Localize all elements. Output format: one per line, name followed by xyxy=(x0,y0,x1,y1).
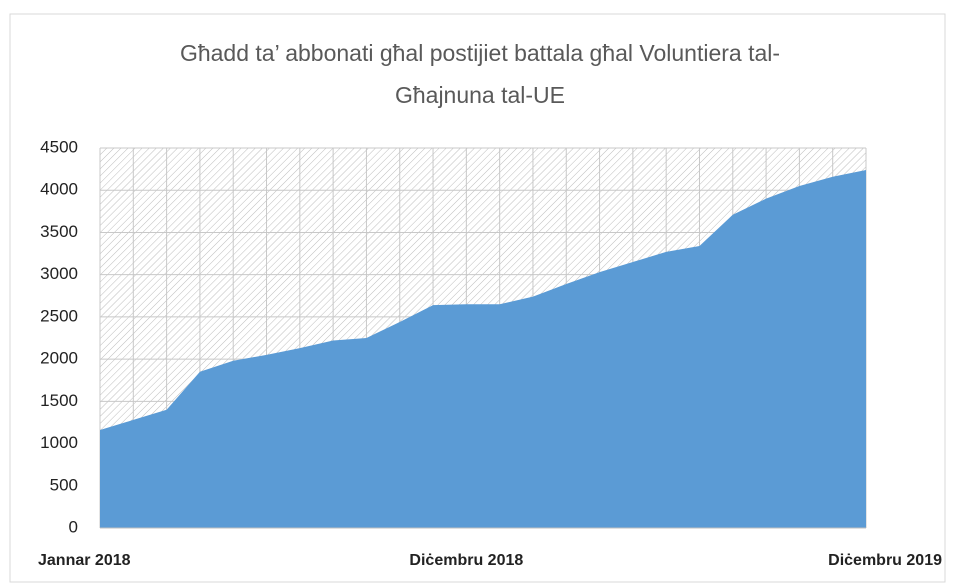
y-tick-label: 1000 xyxy=(40,433,78,452)
y-tick-label: 4500 xyxy=(40,137,78,156)
y-tick-label: 3500 xyxy=(40,222,78,241)
y-tick-label: 3000 xyxy=(40,264,78,283)
x-tick-label: Jannar 2018 xyxy=(38,552,131,569)
x-tick-label: Diċembru 2018 xyxy=(409,552,523,569)
y-tick-label: 2500 xyxy=(40,306,78,325)
area xyxy=(100,169,866,528)
y-tick-label: 4000 xyxy=(40,180,78,199)
y-tick-label: 2000 xyxy=(40,349,78,368)
chart-title: Għajnuna tal-UE xyxy=(395,82,565,108)
y-tick-label: 1500 xyxy=(40,391,78,410)
chart-title: Għadd ta’ abbonati għal postijiet battal… xyxy=(180,40,780,66)
y-tick-label: 500 xyxy=(50,475,78,494)
x-tick-label: Diċembru 2019 xyxy=(828,552,942,569)
y-tick-label: 0 xyxy=(69,517,78,536)
